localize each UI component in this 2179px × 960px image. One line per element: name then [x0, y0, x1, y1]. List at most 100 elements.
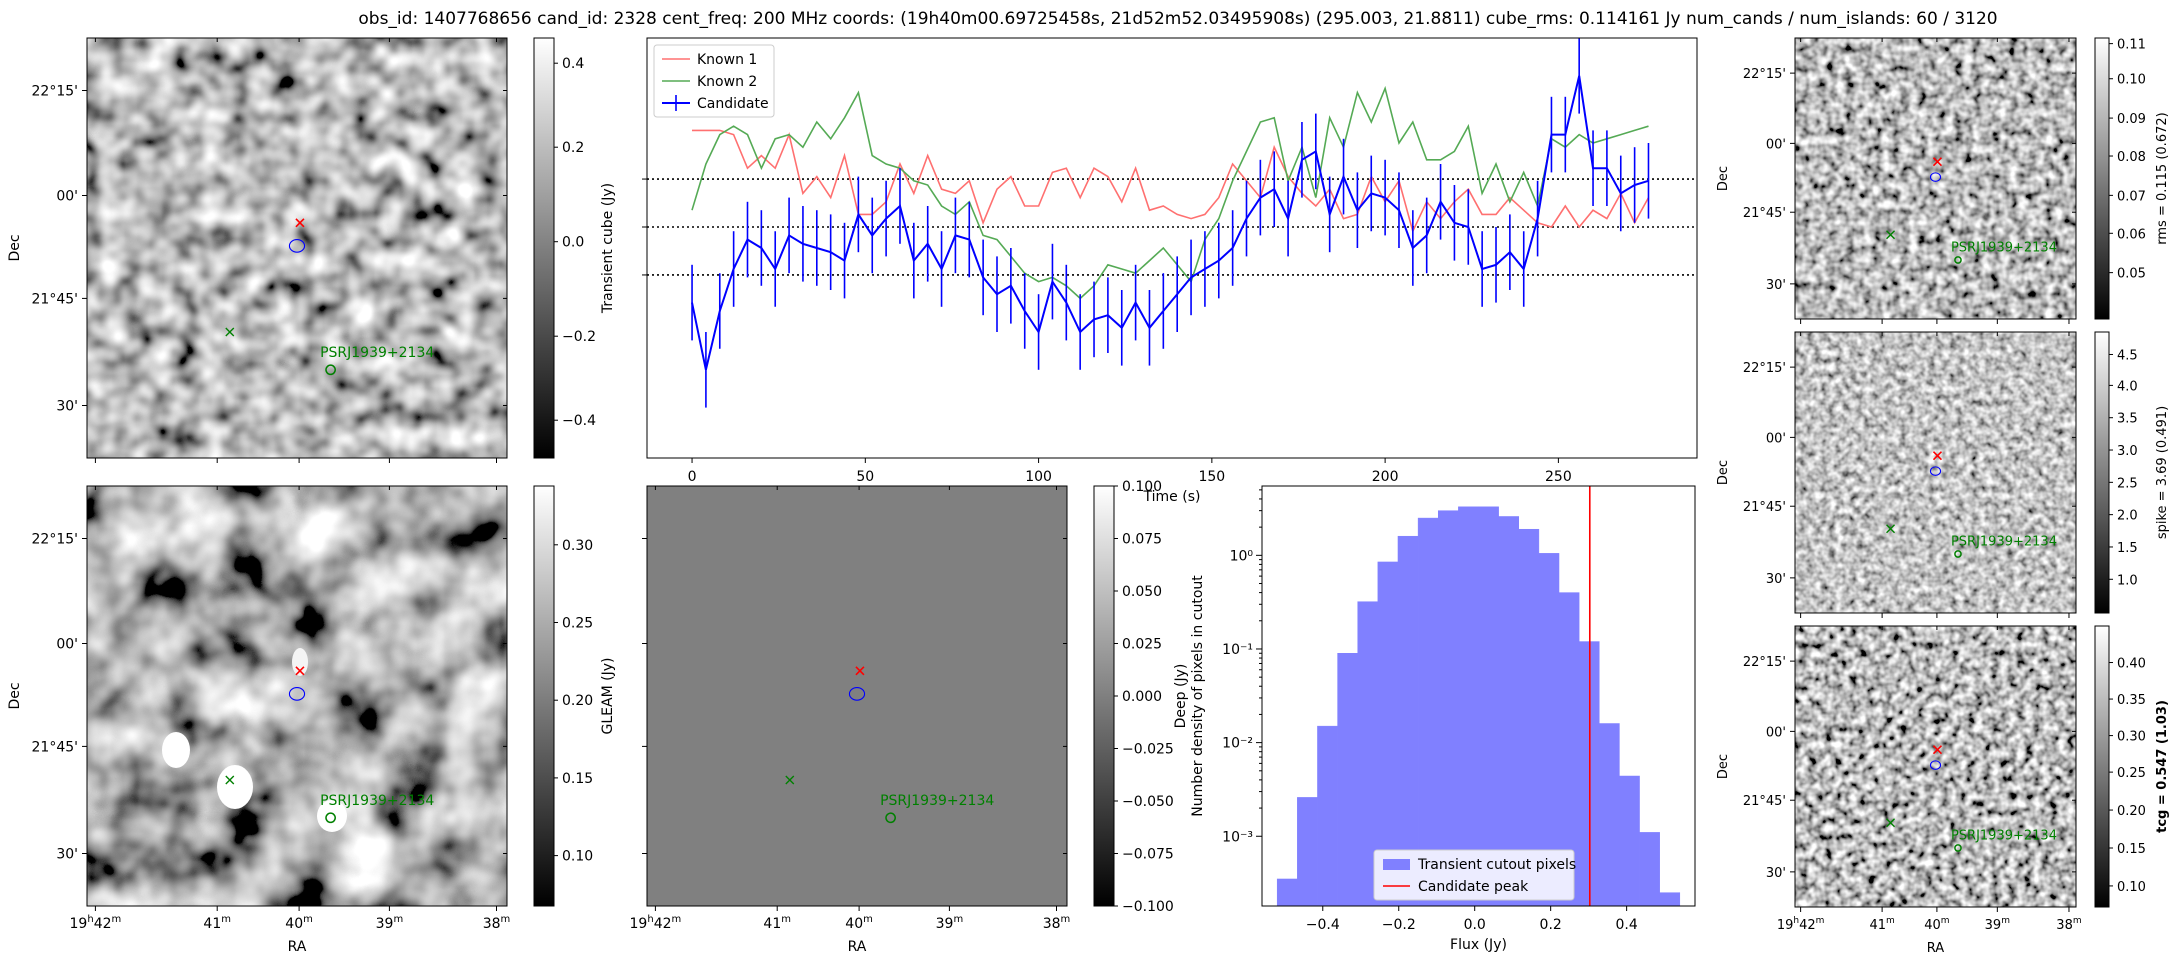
colorbar-tick-label: −0.2 [562, 329, 596, 345]
candidate-marker [295, 666, 305, 676]
colorbar-tick-label: 3.5 [2117, 412, 2138, 427]
panel-frame [1794, 37, 2077, 320]
y-tick-label: 10⁰ [1230, 548, 1254, 564]
series-known-1 [692, 129, 1650, 234]
pulsar-x-marker [1886, 524, 1896, 534]
dec-tick-label: 00' [56, 189, 78, 205]
colorbar-tick-label: 0.30 [562, 538, 593, 554]
y-tick-label: 10⁻¹ [1222, 642, 1253, 658]
hist-bar [1518, 528, 1540, 907]
ra-tick-label: 38m [2056, 916, 2081, 933]
ra-tick-label: 41m [763, 914, 791, 932]
dec-tick-label: 00' [1766, 137, 1786, 152]
colorbar-tick-label: 3.0 [2117, 444, 2138, 459]
y-axis-label: Number density of pixels in cutout [1190, 575, 1206, 817]
x-axis-label: Time (s) [1143, 489, 1201, 505]
dec-tick-label: 22°15' [32, 532, 78, 548]
dec-tick-label: 30' [1766, 866, 1786, 881]
hist-bar [1276, 878, 1298, 907]
panel-frame [1794, 625, 2077, 908]
legend: Transient cutout pixels Candidate peak [1373, 849, 1576, 901]
dec-tick-label: 22°15' [1743, 361, 1786, 376]
colorbar-tick-label: 4.5 [2117, 348, 2138, 363]
x-tick-label: 0.4 [1615, 917, 1637, 933]
ra-tick-label: 40m [285, 914, 313, 932]
dec-tick-label: 30' [56, 847, 78, 863]
colorbar-tick-label: 1.5 [2117, 541, 2138, 556]
y-tick-label: 10⁻² [1222, 736, 1253, 752]
ra-tick-label: 19h42m [70, 914, 122, 932]
ra-tick-label: 40m [845, 914, 873, 932]
hist-bar [1317, 725, 1338, 907]
tcg-axes: PSRJ1939+2134 22°15' 00' 21°45' 30' Dec 19h42m… [1716, 625, 2082, 956]
hist-bar [1417, 517, 1439, 907]
ra-tick-label: 40m [1924, 916, 1949, 933]
colorbar-tick-label: 0.35 [2117, 693, 2146, 708]
ra-tick-label: 19h42m [1777, 916, 1825, 933]
dec-tick-label: 00' [56, 637, 78, 653]
rms-axes: PSRJ1939+2134 22°15' 00' 21°45' 30' Dec [1716, 37, 2077, 324]
pulsar-circle-marker [1954, 550, 1962, 558]
pulsar-label: PSRJ1939+2134 [1951, 535, 2057, 550]
x-tick-label: 50 [856, 469, 874, 485]
colorbar-tick-label: 0.0 [562, 235, 584, 251]
colorbar-tick-label: 0.075 [1122, 532, 1162, 548]
spike-colorbar: 4.5 4.0 3.5 3.0 2.5 2.0 1.5 1.0 spike = 3.69 (0.… [2094, 331, 2170, 614]
colorbar-tick-label: 0.10 [2117, 73, 2146, 88]
dec-axis-label: Dec [7, 682, 23, 709]
candidate-marker [1932, 745, 1943, 755]
gleam-image [87, 486, 507, 906]
colorbar-gradient [533, 37, 555, 459]
dec-axis-label: Dec [7, 234, 23, 261]
ra-tick-label: 39m [376, 914, 404, 932]
candidate-contour [1929, 466, 1942, 476]
pulsar-circle-marker [885, 812, 896, 824]
deep-axes: PSRJ1939+2134 19h42m 41m 40m 39m 38m RA [630, 485, 1071, 955]
hist-bar [1437, 510, 1459, 907]
colorbar-tick-label: 0.15 [562, 771, 593, 787]
y-tick-label: 10⁻³ [1222, 829, 1253, 845]
ra-axis-label: RA [848, 939, 867, 955]
tcg-image [1795, 626, 2076, 907]
ra-tick-label: 38m [1043, 914, 1071, 932]
ra-tick-label: 41m [203, 914, 231, 932]
candidate-marker [855, 666, 865, 676]
dec-tick-label: 22°15' [32, 84, 78, 100]
hist-bar [1297, 797, 1318, 907]
ra-axis-label: RA [1927, 941, 1945, 956]
pulsar-x-marker [1886, 818, 1896, 828]
pulsar-x-marker [225, 327, 235, 337]
x-tick-label: 0.0 [1464, 917, 1486, 933]
hist-bar [1599, 723, 1620, 907]
ra-tick-label: 39m [936, 914, 964, 932]
spike-axes: PSRJ1939+2134 22°15' 00' 21°45' 30' Dec [1716, 331, 2077, 618]
dec-tick-label: 21°45' [1743, 206, 1786, 221]
hist-bar [1659, 892, 1681, 907]
ra-axis-label: RA [288, 939, 307, 955]
dec-tick-label: 30' [1766, 278, 1786, 293]
spike-image [1795, 332, 2076, 613]
transient-cube-image [87, 38, 507, 458]
ra-tick-label: 38m [483, 914, 511, 932]
legend-box [1373, 849, 1575, 901]
dec-axis-label: Dec [1716, 754, 1731, 779]
dec-axis-label: Dec [1716, 166, 1731, 191]
dec-tick-label: 30' [1766, 572, 1786, 587]
colorbar-gradient [533, 485, 555, 907]
legend-label: Transient cutout pixels [1417, 857, 1576, 873]
colorbar-tick-label: 0.25 [562, 616, 593, 632]
pulsar-circle-marker [1954, 844, 1962, 852]
series-line [692, 129, 1650, 234]
colorbar-tick-label: 0.20 [562, 693, 593, 709]
pulsar-x-marker [785, 775, 795, 785]
rms-colorbar: 0.11 0.10 0.09 0.08 0.07 0.06 0.05 rms = 0.115 … [2094, 37, 2170, 320]
dec-tick-label: 22°15' [1743, 67, 1786, 82]
pulsar-label: PSRJ1939+2134 [1951, 241, 2057, 256]
legend-label: Known 1 [697, 52, 757, 68]
colorbar-label: spike = 3.69 (0.491) [2155, 406, 2170, 539]
colorbar-tick-label: 0.10 [562, 849, 593, 865]
candidate-contour [288, 239, 306, 253]
colorbar-tick-label: 0.4 [562, 56, 584, 72]
dec-tick-label: 00' [1766, 725, 1786, 740]
